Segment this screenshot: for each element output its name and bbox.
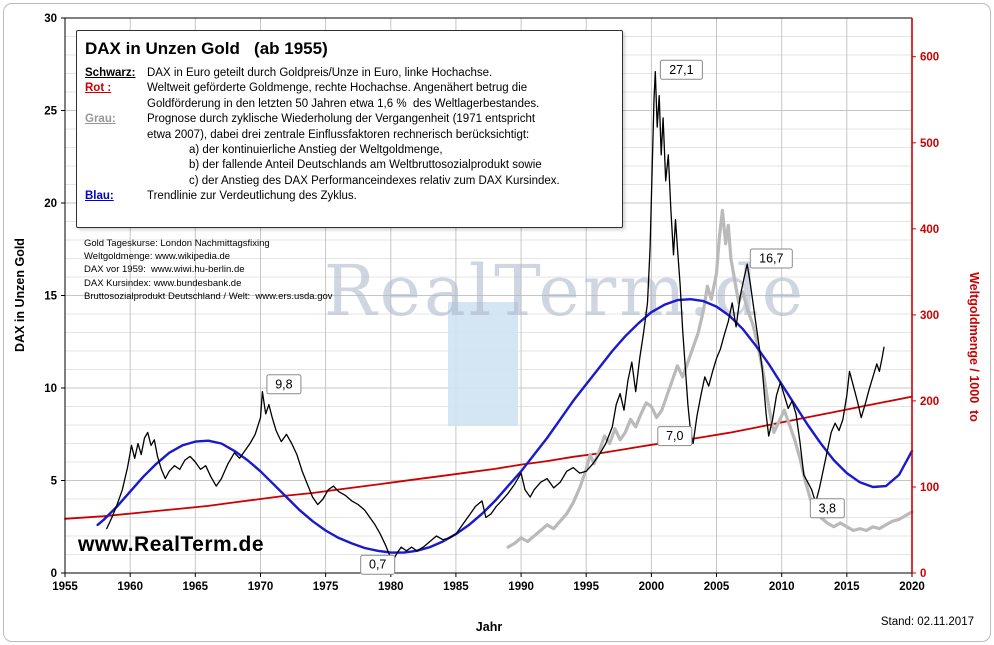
x-tick-label: 1995 <box>573 581 599 593</box>
y-left-tick-label: 0 <box>51 568 57 580</box>
data-label: 7,0 <box>657 426 693 447</box>
right-axis-title: Weltgoldmenge / 1000 to <box>967 272 981 422</box>
x-axis-title: Jahr <box>475 620 503 634</box>
source-notes: Gold Tageskurse: London Nachmittagsfixin… <box>84 237 333 303</box>
legend-entry-text: b) der fallende Anteil Deutschlands am W… <box>189 159 542 172</box>
legend-entry-label: Schwarz: <box>85 67 136 79</box>
svg-text:7,0: 7,0 <box>666 429 683 443</box>
source-line: Bruttosozialprodukt Deutschland / Welt: … <box>84 290 333 302</box>
series-dax-schwarz <box>106 70 885 561</box>
legend-entry-label <box>85 143 147 158</box>
legend-row: Blau: Trendlinie zur Verdeutlichung des Z… <box>85 189 614 204</box>
series-trend-blau <box>96 298 914 554</box>
watermark-text: RealTerm.de <box>324 250 806 332</box>
data-label: 3,8 <box>809 498 845 519</box>
legend-entry-label: Grau: <box>85 113 116 126</box>
svg-text:0,7: 0,7 <box>369 558 386 572</box>
legend-entry-label: Rot : <box>85 82 112 95</box>
y-left-tick-label: 25 <box>44 106 57 118</box>
y-right-tick-label: 600 <box>920 52 939 64</box>
y-left-tick-label: 10 <box>44 383 57 395</box>
legend-box: DAX in Unzen Gold (ab 1955) Schwarz: DAX … <box>76 30 623 228</box>
series-prognose-grau <box>506 208 914 549</box>
tick-labels: 1955 1960 1965 1970 1975 1980 1985 1990 1995 2000… <box>44 13 939 593</box>
x-tick-label: 2010 <box>769 581 795 593</box>
legend-entry-text: a) der kontinuierliche Anstieg der Weltg… <box>189 144 443 157</box>
x-tick-label: 2020 <box>899 581 925 593</box>
y-right-tick-label: 200 <box>920 396 939 408</box>
legend-entry-label: Blau: <box>85 190 114 203</box>
legend-row: etwa 2007), dabei drei zentrale Einfluss… <box>85 128 614 143</box>
x-tick-label: 1990 <box>508 581 534 593</box>
source-line: Weltgoldmenge: www.wikipedia.de <box>84 251 231 263</box>
legend-entries: Schwarz: DAX in Euro geteilt durch Goldpr… <box>85 66 614 205</box>
legend-entry-text: etwa 2007), dabei drei zentrale Einfluss… <box>147 128 530 141</box>
legend-row: Goldförderung in den letzten 50 Jahren e… <box>85 97 614 112</box>
x-tick-label: 2015 <box>834 581 860 593</box>
x-tick-label: 1970 <box>248 581 274 593</box>
y-left-tick-label: 5 <box>51 476 58 488</box>
y-right-tick-label: 300 <box>920 310 939 322</box>
legend-row: Grau: Prognose durch zyklische Wiederholu… <box>85 112 614 127</box>
left-axis-title: DAX in Unzen Gold <box>13 238 27 352</box>
watermark-block <box>448 302 518 426</box>
watermark-url: www.RealTerm.de <box>78 533 265 556</box>
x-tick-label: 1955 <box>52 581 78 593</box>
svg-text:3,8: 3,8 <box>819 501 836 515</box>
x-tick-label: 1980 <box>378 581 404 593</box>
y-right-tick-label: 400 <box>920 224 939 236</box>
legend-entry-text: DAX in Euro geteilt durch Goldpreis/Unze… <box>147 67 493 79</box>
legend-row: c) der Anstieg des DAX Performanceindexe… <box>85 174 614 189</box>
legend-entry-text: Goldförderung in den letzten 50 Jahren e… <box>147 97 540 110</box>
y-left-tick-label: 15 <box>44 291 57 303</box>
data-label: 0,7 <box>360 554 396 575</box>
legend-entry-label <box>85 128 147 143</box>
data-labels: 9,8 27,1 16,7 7,0 3,8 0,7 <box>266 59 845 575</box>
x-tick-label: 1985 <box>443 581 469 593</box>
y-right-tick-label: 0 <box>920 568 926 580</box>
svg-text:27,1: 27,1 <box>669 63 693 77</box>
y-left-tick-label: 30 <box>44 13 57 25</box>
legend-entry-text: Trendlinie zur Verdeutlichung des Zyklus… <box>147 190 357 203</box>
x-tick-label: 2000 <box>639 581 665 593</box>
source-line: Gold Tageskurse: London Nachmittagsfixin… <box>84 238 270 249</box>
svg-text:16,7: 16,7 <box>759 252 783 266</box>
legend-entry-label <box>85 174 147 189</box>
x-tick-label: 1975 <box>313 581 339 593</box>
x-tick-label: 1960 <box>117 581 143 593</box>
source-line: DAX Kursindex: www.bundesbank.de <box>84 277 242 289</box>
series-lines <box>64 70 914 561</box>
legend-title: DAX in Unzen Gold (ab 1955) <box>85 39 328 58</box>
x-tick-label: 2005 <box>704 581 730 593</box>
stand-date: Stand: 02.11.2017 <box>880 616 974 628</box>
y-right-tick-label: 500 <box>920 138 939 150</box>
watermark: RealTerm.de <box>324 250 806 426</box>
data-label: 16,7 <box>749 248 793 269</box>
x-tick-label: 1965 <box>183 581 209 593</box>
legend-row: a) der kontinuierliche Anstieg der Weltg… <box>85 143 614 158</box>
y-right-tick-label: 100 <box>920 482 939 494</box>
source-line: DAX vor 1959: www.wiwi.hu-berlin.de <box>84 264 245 276</box>
svg-text:9,8: 9,8 <box>275 377 292 391</box>
legend-entry-label <box>85 97 147 112</box>
data-label: 27,1 <box>659 59 703 80</box>
y-left-tick-label: 20 <box>44 198 57 210</box>
legend-row: Rot : Weltweit geförderte Goldmenge, rech… <box>85 81 614 96</box>
legend-row: b) der fallende Anteil Deutschlands am W… <box>85 158 614 173</box>
legend-entry-text: c) der Anstieg des DAX Performanceindexe… <box>189 174 560 187</box>
legend-entry-text: Weltweit geförderte Goldmenge, rechte Ho… <box>147 82 528 95</box>
data-label: 9,8 <box>266 374 302 395</box>
legend-entry-label <box>85 158 147 173</box>
legend-row: Schwarz: DAX in Euro geteilt durch Goldpr… <box>85 66 614 81</box>
legend-entry-text: Prognose durch zyklische Wiederholung de… <box>147 113 536 126</box>
